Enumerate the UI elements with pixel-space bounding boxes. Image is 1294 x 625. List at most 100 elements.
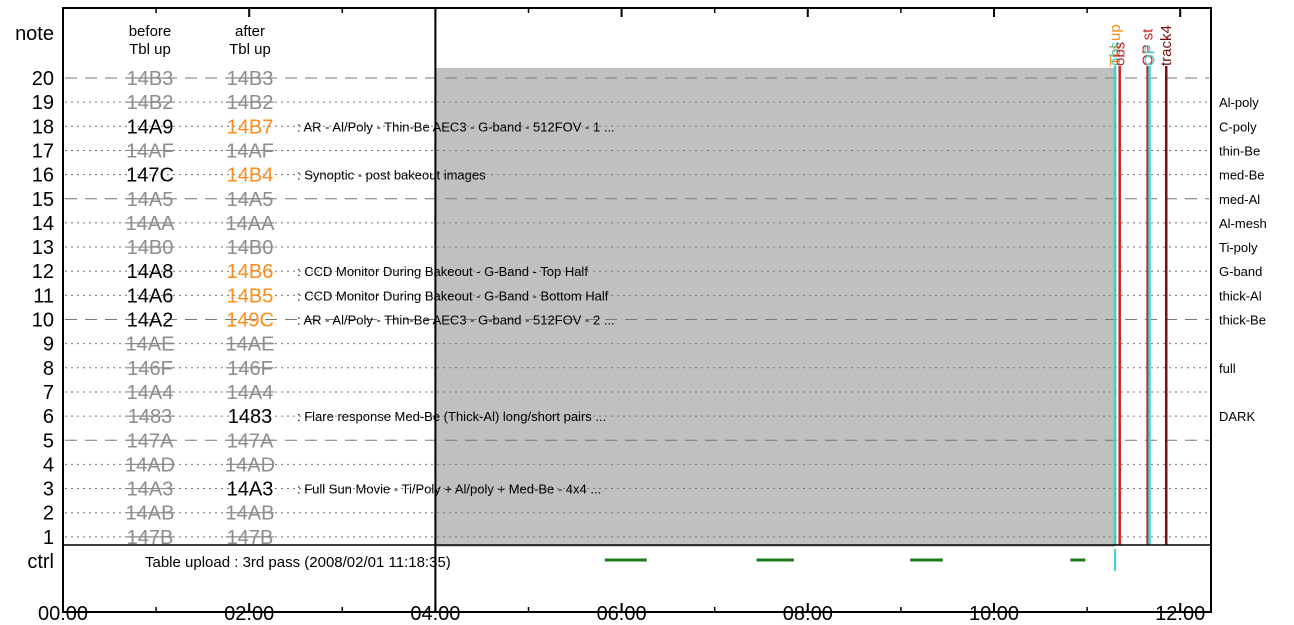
row-number-14: 14 xyxy=(32,213,54,235)
event-label-0: Tbl up xyxy=(1107,24,1124,66)
x-tick-label-4: 08:00 xyxy=(783,603,833,625)
before-code-19: 14B2 xyxy=(127,92,174,114)
ctrl-track xyxy=(604,549,1117,571)
row-number-2: 2 xyxy=(43,503,54,525)
after-code-1: 147B xyxy=(227,527,274,549)
event-label-3: OP st xyxy=(1140,28,1157,66)
filter-label-12: G-band xyxy=(1219,264,1262,279)
filter-label-17: thin-Be xyxy=(1219,143,1260,158)
before-code-17: 14AF xyxy=(126,140,174,162)
row-desc-18: : AR - Al/Poly - Thin-Be AEC3 - G-band -… xyxy=(297,119,615,134)
x-tick-label-3: 06:00 xyxy=(597,603,647,625)
after-code-8: 146F xyxy=(227,358,273,380)
row-number-10: 10 xyxy=(32,310,54,332)
row-number-4: 4 xyxy=(43,454,54,476)
before-code-1: 147B xyxy=(127,527,174,549)
before-code-6: 1483 xyxy=(128,406,173,428)
filter-label-10: thick-Be xyxy=(1219,313,1266,328)
after-code-17: 14AF xyxy=(226,140,274,162)
row-number-3: 3 xyxy=(43,479,54,501)
filter-label-6: DARK xyxy=(1219,409,1255,424)
ctrl-upload-text: Table upload : 3rd pass (2008/02/01 11:1… xyxy=(145,554,451,571)
after-code-10: 149C xyxy=(226,310,274,332)
after-code-12: 14B6 xyxy=(227,261,274,283)
filter-label-14: Al-mesh xyxy=(1219,216,1267,231)
row-desc-16: : Synoptic - post bakeout images xyxy=(297,168,486,183)
after-code-18: 14B7 xyxy=(227,116,274,138)
row-number-13: 13 xyxy=(32,237,54,259)
row-number-15: 15 xyxy=(32,189,54,211)
x-tick-label-5: 10:00 xyxy=(969,603,1019,625)
axes: 00:00 02:00 04:00 06:00 08:00 10:00 12:00 xyxy=(38,8,1205,625)
before-code-18: 14A9 xyxy=(127,116,174,138)
filter-label-19: Al-poly xyxy=(1219,95,1259,110)
row-number-1: 1 xyxy=(43,527,54,549)
before-header-line1: before xyxy=(129,23,172,40)
row-number-6: 6 xyxy=(43,406,54,428)
row-desc-12: : CCD Monitor During Bakeout - G-Band - … xyxy=(297,264,588,279)
row-number-16: 16 xyxy=(32,165,54,187)
after-code-16: 14B4 xyxy=(227,165,274,187)
before-code-2: 14AB xyxy=(126,503,175,525)
after-code-15: 14A5 xyxy=(227,189,274,211)
before-code-4: 14AD xyxy=(125,454,175,476)
before-code-8: 146F xyxy=(127,358,173,380)
after-header-line2: Tbl up xyxy=(229,41,271,58)
before-code-3: 14A3 xyxy=(127,479,174,501)
after-code-19: 14B2 xyxy=(227,92,274,114)
row-desc-3: : Full Sun Movie - Ti/Poly + Al/poly + M… xyxy=(297,482,601,497)
before-header-line2: Tbl up xyxy=(129,41,171,58)
filter-label-11: thick-Al xyxy=(1219,288,1262,303)
event-label-2: obs xyxy=(1112,42,1129,66)
after-code-3: 14A3 xyxy=(227,479,274,501)
after-code-2: 14AB xyxy=(226,503,275,525)
filter-label-8: full xyxy=(1219,361,1236,376)
before-code-14: 14AA xyxy=(126,213,176,235)
x-tick-label-6: 12:00 xyxy=(1155,603,1205,625)
ctrl-axis-label: ctrl xyxy=(27,551,54,573)
after-code-14: 14AA xyxy=(226,213,276,235)
after-code-11: 14B5 xyxy=(227,285,274,307)
before-code-9: 14AE xyxy=(126,334,175,356)
filter-label-18: C-poly xyxy=(1219,119,1257,134)
filter-label-15: med-Al xyxy=(1219,192,1260,207)
before-code-10: 14A2 xyxy=(127,310,174,332)
x-tick-label-2: 04:00 xyxy=(410,603,460,625)
after-code-4: 14AD xyxy=(225,454,275,476)
before-code-20: 14B3 xyxy=(127,68,174,90)
after-code-6: 1483 xyxy=(228,406,273,428)
x-tick-label-1: 02:00 xyxy=(224,603,274,625)
after-code-9: 14AE xyxy=(226,334,275,356)
after-header-line1: after xyxy=(235,23,265,40)
row-number-18: 18 xyxy=(32,116,54,138)
after-code-20: 14B3 xyxy=(227,68,274,90)
before-code-5: 147A xyxy=(127,430,174,452)
row-number-9: 9 xyxy=(43,334,54,356)
plot-frame xyxy=(62,7,1212,613)
event-label-1: obs xyxy=(1107,42,1124,66)
row-desc-10: : AR - Al/Poly - Thin-Be AEC3 - G-band -… xyxy=(297,313,615,328)
row-desc-11: : CCD Monitor During Bakeout - G-Band - … xyxy=(297,288,609,303)
shaded-region xyxy=(435,68,1116,547)
before-code-16: 147C xyxy=(126,165,174,187)
row-number-5: 5 xyxy=(43,430,54,452)
row-number-19: 19 xyxy=(32,92,54,114)
after-code-13: 14B0 xyxy=(227,237,274,259)
after-code-5: 147A xyxy=(227,430,274,452)
before-code-13: 14B0 xyxy=(127,237,174,259)
event-label-5: track4 xyxy=(1158,25,1175,66)
before-code-12: 14A8 xyxy=(127,261,174,283)
row-number-12: 12 xyxy=(32,261,54,283)
row-number-8: 8 xyxy=(43,358,54,380)
note-axis-label: note xyxy=(15,23,54,45)
row-number-11: 11 xyxy=(33,285,54,307)
before-code-11: 14A6 xyxy=(127,285,174,307)
event-label-4: OP xyxy=(1141,44,1158,66)
filter-label-13: Ti-poly xyxy=(1219,240,1258,255)
row-number-20: 20 xyxy=(32,68,54,90)
row-number-7: 7 xyxy=(43,382,54,404)
row-number-17: 17 xyxy=(32,140,54,162)
